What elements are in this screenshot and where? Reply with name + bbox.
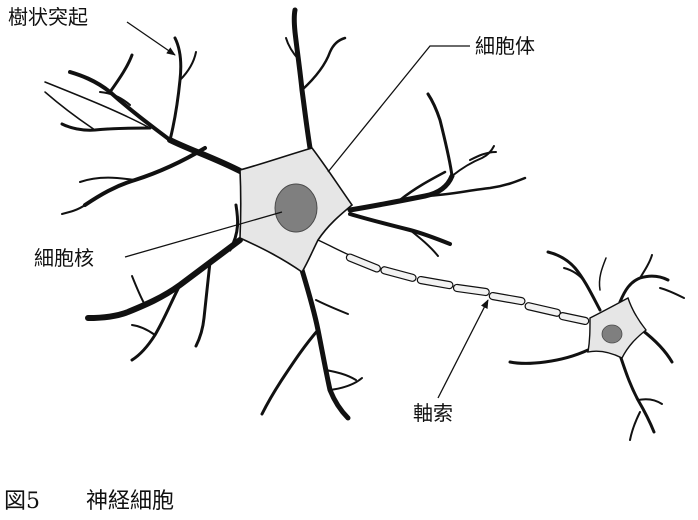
label-axon: 軸索 <box>413 401 453 425</box>
caption-title: 神経細胞 <box>86 489 174 514</box>
label-cell-body: 細胞体 <box>475 34 535 58</box>
label-dendrite: 樹状突起 <box>8 5 88 29</box>
leader-nucleus <box>124 211 283 258</box>
leader-dendrite <box>126 21 176 56</box>
dendrites-main <box>44 7 527 421</box>
dendrites-small <box>508 250 685 441</box>
leader-axon <box>437 299 489 399</box>
axon <box>317 239 590 326</box>
caption-number: 図5 <box>4 489 40 514</box>
label-nucleus: 細胞核 <box>34 246 94 270</box>
leader-cell-body <box>327 45 470 173</box>
nucleus-small <box>601 324 623 344</box>
nucleus-main <box>274 183 318 233</box>
